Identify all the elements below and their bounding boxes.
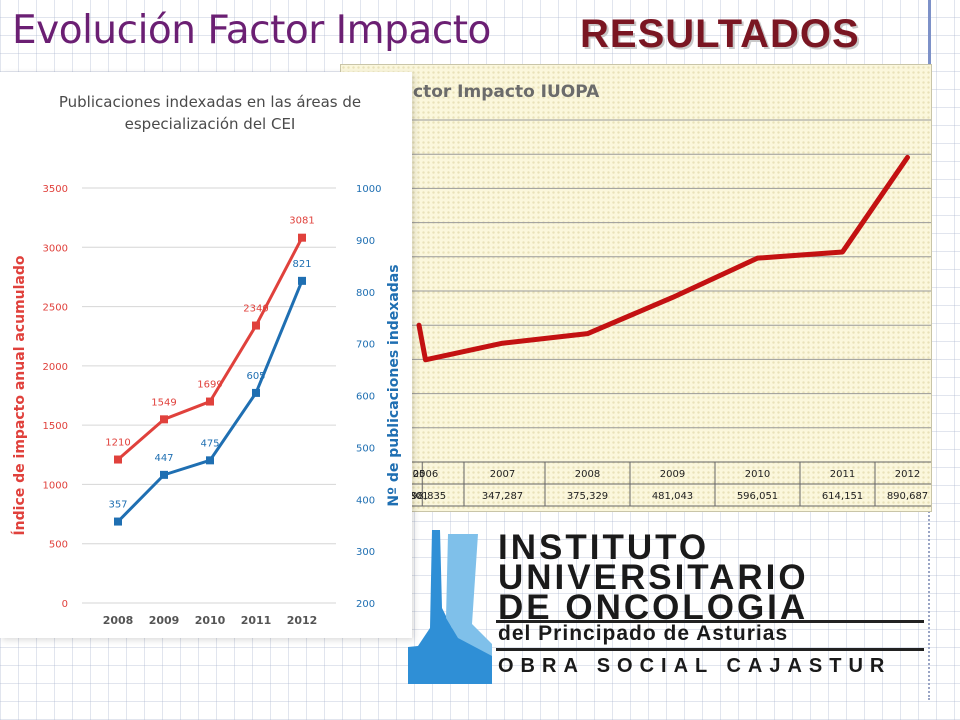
iuopa-series-line [416, 154, 910, 363]
table-year-label: 2007 [490, 469, 515, 480]
left-tick-label: 2000 [43, 362, 68, 373]
data-label: 475 [200, 438, 219, 449]
logo-rule-bottom [496, 648, 924, 651]
right-tick-label: 900 [356, 236, 375, 247]
iuopa-chart-title: ctor Impacto IUOPA [413, 82, 600, 102]
data-label: 605 [246, 371, 265, 382]
right-tick-label: 800 [356, 288, 375, 299]
right-tick-label: 1000 [356, 184, 381, 195]
left-tick-label: 3500 [43, 184, 68, 195]
left-tick-label: 0 [62, 599, 68, 610]
logo-swoosh-graphic [408, 530, 492, 684]
data-label: 3081 [289, 216, 314, 227]
table-value: 481,043 [652, 491, 693, 502]
data-point [114, 455, 122, 464]
table-year-label: 2008 [575, 469, 600, 480]
logo-line-3: DE ONCOLOGIA [498, 588, 809, 627]
right-tick-label: 300 [356, 547, 375, 558]
table-year-label: 2009 [660, 469, 685, 480]
iuopa-impact-chart: ctor Impacto IUOPA 05 801 2006 298,835 2007 34… [341, 82, 931, 507]
left-tick-label: 2500 [43, 303, 68, 314]
data-label: 1549 [151, 397, 176, 408]
table-year-label: 2011 [830, 469, 855, 480]
right-tick-label: 200 [356, 599, 375, 610]
chart-title-line: especialización del CEI [125, 115, 296, 133]
table-value: 596,051 [737, 491, 778, 502]
table-value: 801 [409, 491, 428, 502]
right-tick-label: 400 [356, 495, 375, 506]
data-point [206, 397, 214, 406]
left-axis-label: Índice de impacto anual acumulado [11, 255, 28, 535]
x-tick-label: 2009 [149, 614, 180, 627]
right-axis-label: Nº de publicaciones indexadas [386, 264, 402, 506]
table-value: 298,835 [405, 491, 446, 502]
x-tick-label: 2011 [241, 614, 272, 627]
data-label: 1699 [197, 380, 222, 391]
x-tick-label: 2012 [287, 614, 318, 627]
data-point [252, 388, 260, 397]
data-label: 821 [292, 259, 311, 270]
logo-line-2: UNIVERSITARIO [498, 558, 809, 597]
data-point [114, 517, 122, 526]
left-tick-label: 1500 [43, 421, 68, 432]
cei-publications-chart: Publicaciones indexadas en las áreas de e… [11, 93, 402, 627]
table-year-label: 05 [413, 469, 426, 480]
data-point [160, 415, 168, 424]
table-value: 614,151 [822, 491, 863, 502]
institute-logo: INSTITUTO UNIVERSITARIO DE ONCOLOGIA del… [408, 528, 926, 688]
data-label: 357 [108, 500, 127, 511]
left-tick-label: 3000 [43, 243, 68, 254]
data-point [298, 276, 306, 285]
table-value: 890,687 [887, 491, 928, 502]
table-value: 347,287 [482, 491, 523, 502]
logo-line-5: OBRA SOCIAL CAJASTUR [498, 655, 892, 677]
table-year-label: 2010 [745, 469, 770, 480]
cei-chart-panel: Publicaciones indexadas en las áreas de e… [0, 72, 412, 638]
data-point [160, 470, 168, 479]
data-point [252, 321, 260, 330]
table-value: 375,329 [567, 491, 608, 502]
slide-title: Evolución Factor Impacto [12, 8, 491, 53]
right-tick-label: 700 [356, 340, 375, 351]
table-year-label: 2006 [413, 469, 438, 480]
left-tick-label: 1000 [43, 480, 68, 491]
section-label: RESULTADOS [580, 12, 860, 56]
right-tick-label: 600 [356, 392, 375, 403]
data-point [206, 456, 214, 465]
chart-title-line: Publicaciones indexadas en las áreas de [59, 93, 361, 111]
data-point [298, 233, 306, 242]
logo-line-1: INSTITUTO [498, 528, 710, 567]
data-label: 447 [154, 453, 173, 464]
data-label: 2340 [243, 304, 268, 315]
logo-line-4: del Principado de Asturias [498, 622, 789, 645]
x-tick-label: 2008 [103, 614, 134, 627]
left-tick-label: 500 [49, 540, 68, 551]
right-tick-label: 500 [356, 443, 375, 454]
data-label: 1210 [105, 438, 130, 449]
x-tick-label: 2010 [195, 614, 226, 627]
logo-rule-top [496, 620, 924, 623]
table-year-label: 2012 [895, 469, 920, 480]
iuopa-chart-panel: ctor Impacto IUOPA 05 801 2006 298,835 2007 34… [340, 64, 932, 512]
